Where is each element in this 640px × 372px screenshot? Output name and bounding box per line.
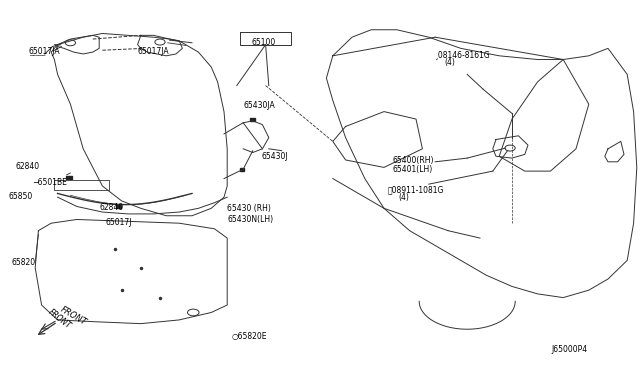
- Bar: [67, 176, 72, 179]
- Bar: [250, 118, 255, 121]
- Text: ─6501BE: ─6501BE: [33, 177, 67, 186]
- Text: 65850: 65850: [9, 192, 33, 201]
- Text: 65401(LH): 65401(LH): [393, 165, 433, 174]
- Text: 65017JA: 65017JA: [138, 47, 169, 56]
- Text: ○65820E: ○65820E: [232, 332, 267, 341]
- Text: ─────: ─────: [29, 54, 45, 59]
- Text: J65000P4: J65000P4: [552, 344, 588, 353]
- Text: 65017J: 65017J: [106, 218, 132, 227]
- Text: 65430JA: 65430JA: [243, 101, 275, 110]
- Text: 65400(RH): 65400(RH): [393, 156, 435, 165]
- Text: 65017JA: 65017JA: [29, 47, 60, 56]
- Bar: [240, 168, 244, 170]
- Text: ¸08146-8161G: ¸08146-8161G: [435, 50, 491, 59]
- Bar: [115, 205, 122, 208]
- Text: 62840: 62840: [99, 203, 124, 212]
- Text: 65100: 65100: [252, 38, 276, 47]
- Text: 65430J: 65430J: [261, 152, 288, 161]
- Text: (4): (4): [445, 58, 456, 67]
- Text: FRONT: FRONT: [59, 305, 88, 327]
- Text: (4): (4): [398, 193, 409, 202]
- Text: ⓝ08911-1081G: ⓝ08911-1081G: [387, 185, 444, 194]
- Text: FRONT: FRONT: [46, 307, 72, 330]
- Text: 65430N(LH): 65430N(LH): [227, 215, 273, 224]
- Text: 65430 (RH): 65430 (RH): [227, 204, 271, 213]
- Text: 62840: 62840: [15, 162, 40, 171]
- Text: 65820: 65820: [12, 258, 36, 267]
